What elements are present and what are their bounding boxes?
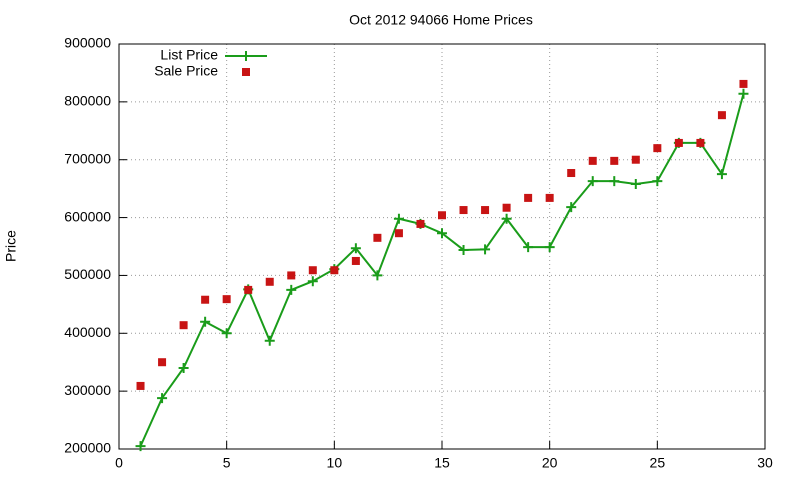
y-tick-label: 300000 bbox=[64, 382, 111, 398]
point-marker bbox=[351, 256, 360, 265]
point-marker bbox=[157, 393, 168, 404]
point-marker bbox=[308, 266, 317, 275]
point-marker bbox=[567, 169, 576, 178]
x-tick-label: 10 bbox=[327, 455, 343, 471]
point-marker bbox=[265, 277, 274, 286]
point-marker bbox=[652, 176, 663, 187]
point-marker bbox=[350, 243, 361, 254]
point-marker bbox=[459, 206, 468, 215]
y-tick-label: 600000 bbox=[64, 208, 111, 224]
x-tick-label: 0 bbox=[115, 455, 123, 471]
point-marker bbox=[307, 276, 318, 287]
point-marker bbox=[716, 169, 727, 180]
point-marker bbox=[523, 242, 534, 253]
point-marker bbox=[739, 79, 748, 88]
point-marker bbox=[286, 284, 297, 295]
point-marker bbox=[631, 155, 640, 164]
point-marker bbox=[372, 270, 383, 281]
chart-title: Oct 2012 94066 Home Prices bbox=[349, 12, 533, 28]
point-marker bbox=[480, 244, 491, 255]
legend-label: Sale Price bbox=[154, 63, 218, 79]
y-tick-label: 900000 bbox=[64, 35, 111, 51]
point-marker bbox=[394, 229, 403, 238]
point-marker bbox=[696, 138, 705, 147]
legend-marker bbox=[242, 68, 250, 76]
point-marker bbox=[630, 179, 641, 190]
point-marker bbox=[674, 138, 683, 147]
point-marker bbox=[545, 193, 554, 202]
point-marker bbox=[241, 51, 251, 61]
point-marker bbox=[222, 295, 231, 304]
y-tick-label: 500000 bbox=[64, 266, 111, 282]
point-marker bbox=[416, 219, 425, 228]
point-marker bbox=[200, 316, 211, 327]
point-marker bbox=[458, 244, 469, 255]
legend-label: List Price bbox=[160, 47, 218, 63]
point-marker bbox=[501, 213, 512, 224]
point-marker bbox=[179, 321, 188, 330]
point-marker bbox=[373, 233, 382, 242]
point-marker bbox=[609, 176, 620, 187]
x-tick-label: 15 bbox=[434, 455, 450, 471]
point-marker bbox=[135, 441, 146, 452]
point-marker bbox=[524, 193, 533, 202]
point-marker bbox=[201, 295, 210, 304]
point-marker bbox=[330, 266, 339, 275]
point-marker bbox=[717, 111, 726, 120]
x-tick-label: 20 bbox=[542, 455, 558, 471]
point-marker bbox=[481, 206, 490, 215]
point-marker bbox=[437, 228, 447, 239]
point-marker bbox=[244, 285, 253, 294]
x-tick-label: 30 bbox=[757, 455, 773, 471]
y-tick-label: 200000 bbox=[64, 440, 111, 456]
point-marker bbox=[221, 328, 232, 339]
point-marker bbox=[588, 156, 597, 165]
point-marker bbox=[566, 202, 577, 213]
point-marker bbox=[587, 176, 598, 187]
point-marker bbox=[502, 203, 511, 212]
point-marker bbox=[738, 88, 749, 99]
point-marker bbox=[264, 335, 275, 346]
point-marker bbox=[158, 358, 167, 367]
y-tick-label: 400000 bbox=[64, 324, 111, 340]
point-marker bbox=[544, 242, 555, 253]
x-tick-label: 25 bbox=[650, 455, 666, 471]
y-axis-label: Price bbox=[3, 230, 19, 262]
point-marker bbox=[287, 271, 296, 280]
point-marker bbox=[136, 381, 145, 390]
point-marker bbox=[653, 144, 662, 153]
series-line bbox=[139, 93, 745, 447]
point-marker bbox=[178, 363, 189, 373]
point-marker bbox=[393, 213, 404, 224]
point-marker bbox=[438, 211, 446, 220]
plot-frame bbox=[118, 43, 766, 450]
y-tick-label: 700000 bbox=[64, 150, 111, 166]
x-tick-label: 5 bbox=[223, 455, 231, 471]
point-marker bbox=[610, 156, 619, 165]
y-tick-label: 800000 bbox=[64, 93, 111, 109]
